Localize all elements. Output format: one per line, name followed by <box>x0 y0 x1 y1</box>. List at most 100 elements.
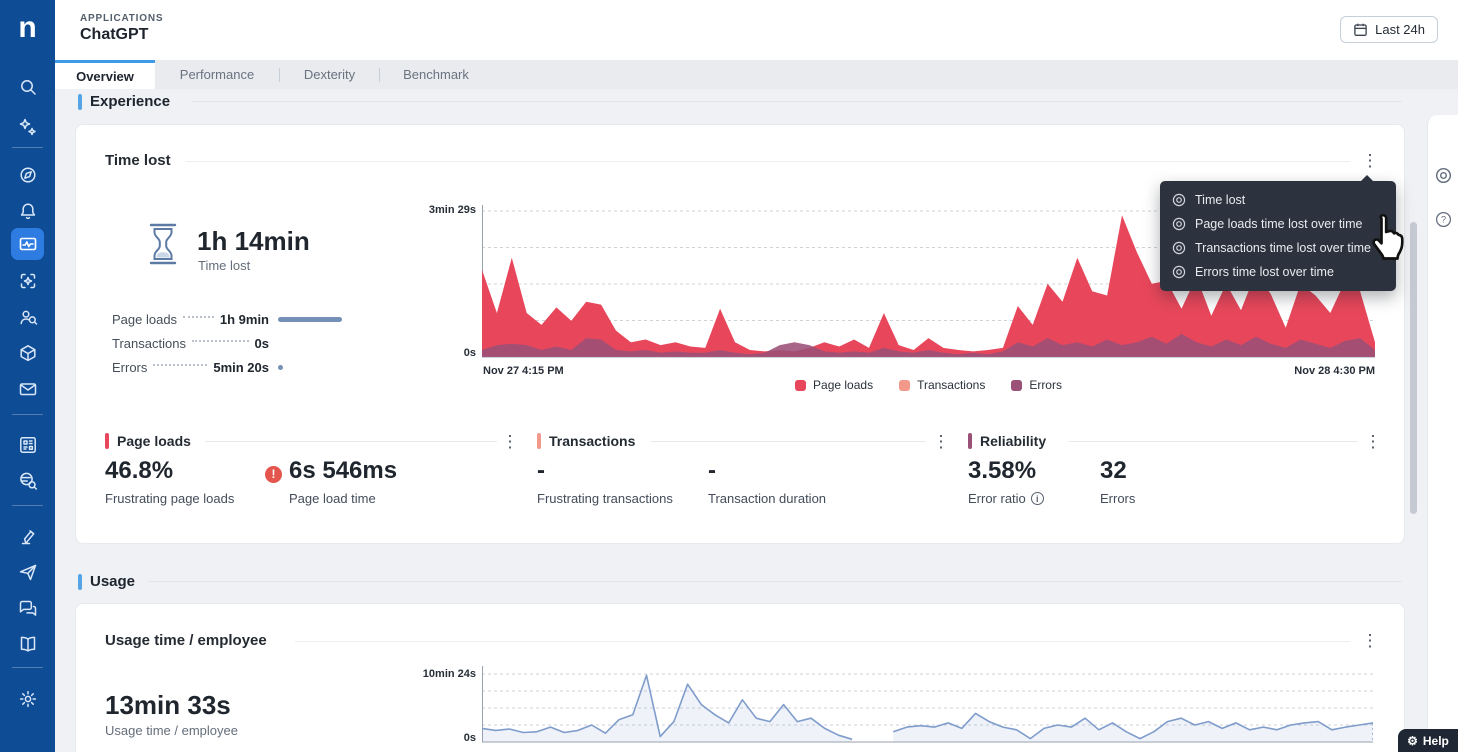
kpi-reliability-kebab[interactable]: ⋮ <box>1364 432 1382 451</box>
sidebar-item-investigations[interactable] <box>0 466 55 496</box>
svg-text:?: ? <box>1441 215 1446 226</box>
nexthink-logo[interactable]: n <box>18 11 37 44</box>
y-axis-min-label: 0s <box>463 347 476 359</box>
kpi-page-loads-header: Page loads <box>105 433 191 449</box>
sidebar-item-amplify[interactable] <box>0 266 55 296</box>
page-header: APPLICATIONS ChatGPT Last 24h <box>55 0 1458 60</box>
rail-help-circle-icon[interactable]: ? <box>1435 211 1452 228</box>
breakdown-row-errors: Errors 5min 20s <box>112 357 350 377</box>
breakdown-row-transactions: Transactions 0s <box>112 335 269 351</box>
section-rule <box>148 581 1402 582</box>
usage-y-max-label: 10min 24s <box>422 668 476 680</box>
compass-icon <box>19 167 36 183</box>
sidebar-item-dashboards[interactable] <box>0 430 55 460</box>
dashboard-grid-icon <box>19 437 36 453</box>
section-rule <box>192 101 1402 102</box>
time-lost-card-title: Time lost <box>105 152 171 169</box>
section-accent-bar <box>78 573 82 590</box>
usage-line-chart[interactable] <box>482 666 1373 744</box>
time-lost-value: 1h 14min <box>197 226 310 256</box>
menu-item-transactions-time-lost[interactable]: Transactions time lost over time <box>1160 236 1396 260</box>
rail-metric-rings-icon[interactable] <box>1435 167 1452 184</box>
sidebar-item-settings[interactable] <box>0 684 55 714</box>
package-icon <box>19 345 36 362</box>
sidebar-divider <box>12 667 43 668</box>
usage-kebab-button[interactable]: ⋮ <box>1361 631 1379 650</box>
legend-item-page-loads[interactable]: Page loads <box>795 378 873 392</box>
transaction-duration-label: Transaction duration <box>708 491 827 506</box>
dotted-leader <box>153 364 208 366</box>
kpi-page-loads-kebab[interactable]: ⋮ <box>501 432 519 451</box>
dotted-leader <box>183 316 214 318</box>
help-gear-icon: ⚙ <box>1407 733 1418 748</box>
search-icon <box>20 80 36 95</box>
menu-item-errors-time-lost[interactable]: Errors time lost over time <box>1160 260 1396 284</box>
metric-rings-icon <box>1172 241 1186 255</box>
sidebar-item-applications-active[interactable] <box>11 228 44 260</box>
legend-swatch <box>795 379 807 391</box>
transaction-duration-value: - <box>708 457 716 484</box>
metric-rings-icon <box>1172 217 1186 231</box>
tab-dexterity[interactable]: Dexterity <box>303 67 356 82</box>
kpi-accent-bar <box>105 433 109 449</box>
gear-icon <box>19 690 36 708</box>
sidebar-item-engage[interactable] <box>0 593 55 623</box>
time-range-button[interactable]: Last 24h <box>1340 16 1438 43</box>
sidebar-item-copilot[interactable] <box>0 112 55 142</box>
page-load-time-label: Page load time <box>289 491 376 506</box>
sidebar-item-alerts[interactable] <box>0 196 55 226</box>
legend-swatch <box>899 379 911 391</box>
legend-item-errors[interactable]: Errors <box>1011 378 1062 392</box>
sidebar-divider <box>12 505 43 506</box>
sidebar-item-remote-actions[interactable] <box>0 521 55 551</box>
sidebar-item-experience[interactable] <box>0 302 55 332</box>
errors-count-value: 32 <box>1100 457 1127 484</box>
tab-overview[interactable]: Overview <box>55 60 155 89</box>
error-ratio-label: Error ratio i <box>968 491 1044 506</box>
sidebar-item-search[interactable] <box>0 72 55 102</box>
time-lost-dropdown-menu: Time lost Page loads time lost over time… <box>1160 175 1396 291</box>
tab-separator <box>279 67 280 82</box>
desk-lamp-icon <box>21 530 34 545</box>
time-range-label: Last 24h <box>1375 22 1425 37</box>
vertical-scrollbar-thumb[interactable] <box>1410 222 1417 514</box>
sidebar-divider <box>12 147 43 148</box>
menu-caret <box>1360 175 1374 182</box>
metric-rings-icon <box>1172 265 1186 279</box>
usage-time-label: Usage time / employee <box>105 723 238 738</box>
sidebar-item-devices[interactable] <box>0 338 55 368</box>
frustrating-page-loads-label: Frustrating page loads <box>105 491 235 506</box>
legend-item-transactions[interactable]: Transactions <box>899 378 985 392</box>
frustrating-transactions-label: Frustrating transactions <box>537 491 673 506</box>
persona-search-icon <box>19 310 37 325</box>
section-header-usage: Usage <box>78 573 135 590</box>
page-load-time-value: 6s 546ms <box>289 457 398 484</box>
kpi-transactions-kebab[interactable]: ⋮ <box>932 432 950 451</box>
application-monitor-icon <box>19 237 36 251</box>
frustrating-transactions-value: - <box>537 457 545 484</box>
tab-benchmark[interactable]: Benchmark <box>403 67 469 82</box>
calendar-icon <box>1354 23 1367 36</box>
info-icon[interactable]: i <box>1030 492 1044 505</box>
dotted-leader <box>191 340 249 342</box>
menu-item-time-lost[interactable]: Time lost <box>1160 188 1396 212</box>
globe-search-icon <box>19 472 37 490</box>
time-lost-kebab-button[interactable]: ⋮ <box>1361 151 1379 170</box>
paper-plane-icon <box>19 564 36 581</box>
menu-item-page-loads-time-lost[interactable]: Page loads time lost over time <box>1160 212 1396 236</box>
kpi-rule <box>1068 441 1358 442</box>
metric-rings-icon <box>1172 193 1186 207</box>
help-button[interactable]: ⚙ Help <box>1398 729 1458 752</box>
usage-time-value: 13min 33s <box>105 690 231 720</box>
error-ratio-value: 3.58% <box>968 457 1037 484</box>
section-accent-bar <box>78 93 82 110</box>
x-axis-end-label: Nov 28 4:30 PM <box>1294 365 1375 377</box>
section-header-experience: Experience <box>78 93 170 110</box>
sidebar-item-home[interactable] <box>0 160 55 190</box>
sidebar-item-library[interactable] <box>0 629 55 659</box>
bell-icon <box>20 203 35 220</box>
tab-performance[interactable]: Performance <box>179 67 255 82</box>
sidebar-item-campaigns[interactable] <box>0 374 55 404</box>
sidebar-item-adoption[interactable] <box>0 557 55 587</box>
